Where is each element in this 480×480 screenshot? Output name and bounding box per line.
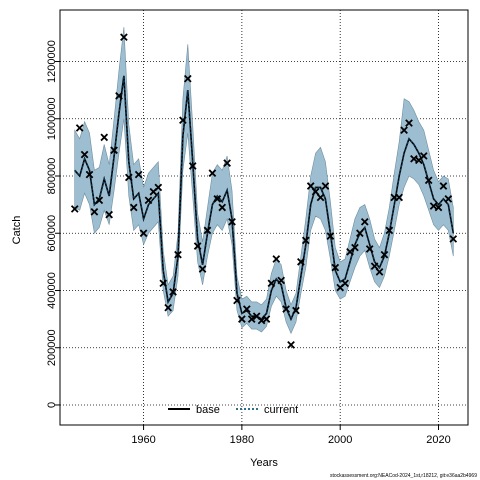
observed-point-1947	[75, 124, 84, 132]
observed-point-1959	[134, 170, 143, 179]
observed-point-1975	[213, 195, 222, 203]
observed-point-1999	[331, 263, 340, 272]
observed-point-1992	[297, 258, 305, 266]
observed-point-1970	[188, 162, 197, 170]
observed-point-2010	[385, 226, 394, 235]
legend-base-label: base	[196, 404, 220, 416]
observed-points	[70, 33, 458, 349]
observed-point-1951	[95, 196, 104, 205]
y-tick-label-4: 800000	[46, 158, 58, 195]
observed-point-1978	[228, 217, 236, 226]
observed-point-1950	[90, 207, 99, 216]
observed-point-1974	[208, 169, 217, 177]
observed-point-1988	[277, 276, 286, 285]
observed-point-2004	[356, 229, 364, 238]
observed-point-1990	[287, 341, 295, 349]
observed-point-2022	[444, 195, 453, 203]
observed-point-2020	[434, 203, 443, 212]
observed-point-1953	[105, 210, 113, 219]
observed-point-1963	[154, 183, 163, 192]
observed-point-2003	[351, 243, 359, 252]
y-tick-label-3: 600000	[46, 215, 58, 252]
y-tick-label-5: 1000000	[46, 97, 58, 140]
observed-point-1958	[129, 203, 138, 212]
observed-point-1991	[292, 306, 300, 315]
x-tick-label-3: 2020	[426, 434, 450, 446]
observed-point-2001	[341, 279, 349, 288]
observed-point-1971	[193, 242, 202, 250]
confidence-band	[74, 27, 454, 335]
observed-point-1965	[164, 303, 172, 312]
observed-point-1972	[198, 265, 207, 273]
grid-lines	[60, 10, 468, 425]
observed-point-1985	[262, 315, 271, 323]
observed-point-2013	[400, 126, 408, 135]
x-axis: 1960 1980 2000 2020	[131, 425, 451, 446]
observed-point-2018	[424, 176, 433, 185]
observed-point-2008	[375, 268, 384, 276]
observed-point-1976	[218, 203, 227, 212]
legend-current-label: current	[264, 404, 298, 416]
observed-point-1998	[326, 232, 335, 240]
y-axis-title: Catch	[11, 216, 23, 245]
observed-point-1993	[301, 236, 310, 245]
observed-point-1960	[139, 229, 148, 238]
observed-point-1996	[316, 193, 325, 202]
y-tick-label-2: 400000	[46, 272, 58, 309]
observed-point-1986	[267, 279, 276, 288]
y-tick-label-6: 1200000	[46, 40, 58, 83]
observed-point-1968	[179, 116, 187, 125]
y-tick-label-1: 200000	[46, 329, 58, 366]
observed-point-1967	[174, 250, 182, 259]
observed-point-1949	[85, 170, 94, 179]
observed-point-1981	[242, 305, 251, 313]
observed-point-2014	[405, 119, 413, 127]
observed-point-1952	[100, 133, 109, 142]
observed-point-2012	[395, 193, 404, 202]
footer-credit: stockassessment.org:NEACod-2024_1st,r182…	[330, 473, 477, 479]
observed-point-2006	[365, 245, 374, 253]
observed-point-2009	[380, 250, 389, 259]
observed-point-1955	[115, 92, 123, 100]
observed-point-1969	[183, 74, 192, 83]
y-tick-label-0: 0	[46, 402, 58, 408]
x-axis-title: Years	[250, 457, 278, 469]
observed-point-2021	[439, 182, 448, 190]
observed-point-1982	[247, 315, 256, 323]
observed-point-1956	[120, 33, 128, 42]
observed-point-1961	[144, 196, 153, 205]
observed-point-1948	[80, 150, 89, 159]
observed-point-1980	[238, 315, 246, 323]
plot-frame	[59, 9, 469, 426]
legend: base current	[168, 404, 298, 416]
observed-point-1997	[321, 182, 330, 190]
observed-point-1973	[203, 226, 212, 235]
observed-point-1979	[233, 296, 241, 305]
y-axis: 0 200000 400000 600000 800000 1000000 1200000	[46, 40, 60, 408]
observed-point-1966	[169, 288, 177, 296]
x-tick-label-0: 1960	[131, 434, 155, 446]
observed-point-2023	[449, 235, 458, 243]
observed-point-1964	[159, 279, 168, 288]
observed-point-2005	[360, 217, 369, 226]
observed-point-1989	[282, 305, 290, 313]
observed-point-1946	[70, 205, 79, 213]
observed-point-1954	[110, 146, 118, 155]
observed-point-1957	[124, 173, 133, 182]
x-tick-label-1: 1980	[230, 434, 254, 446]
x-tick-label-2: 2000	[328, 434, 352, 446]
observed-point-1987	[272, 255, 281, 263]
observed-point-1977	[223, 159, 231, 167]
observed-point-2017	[419, 152, 428, 160]
